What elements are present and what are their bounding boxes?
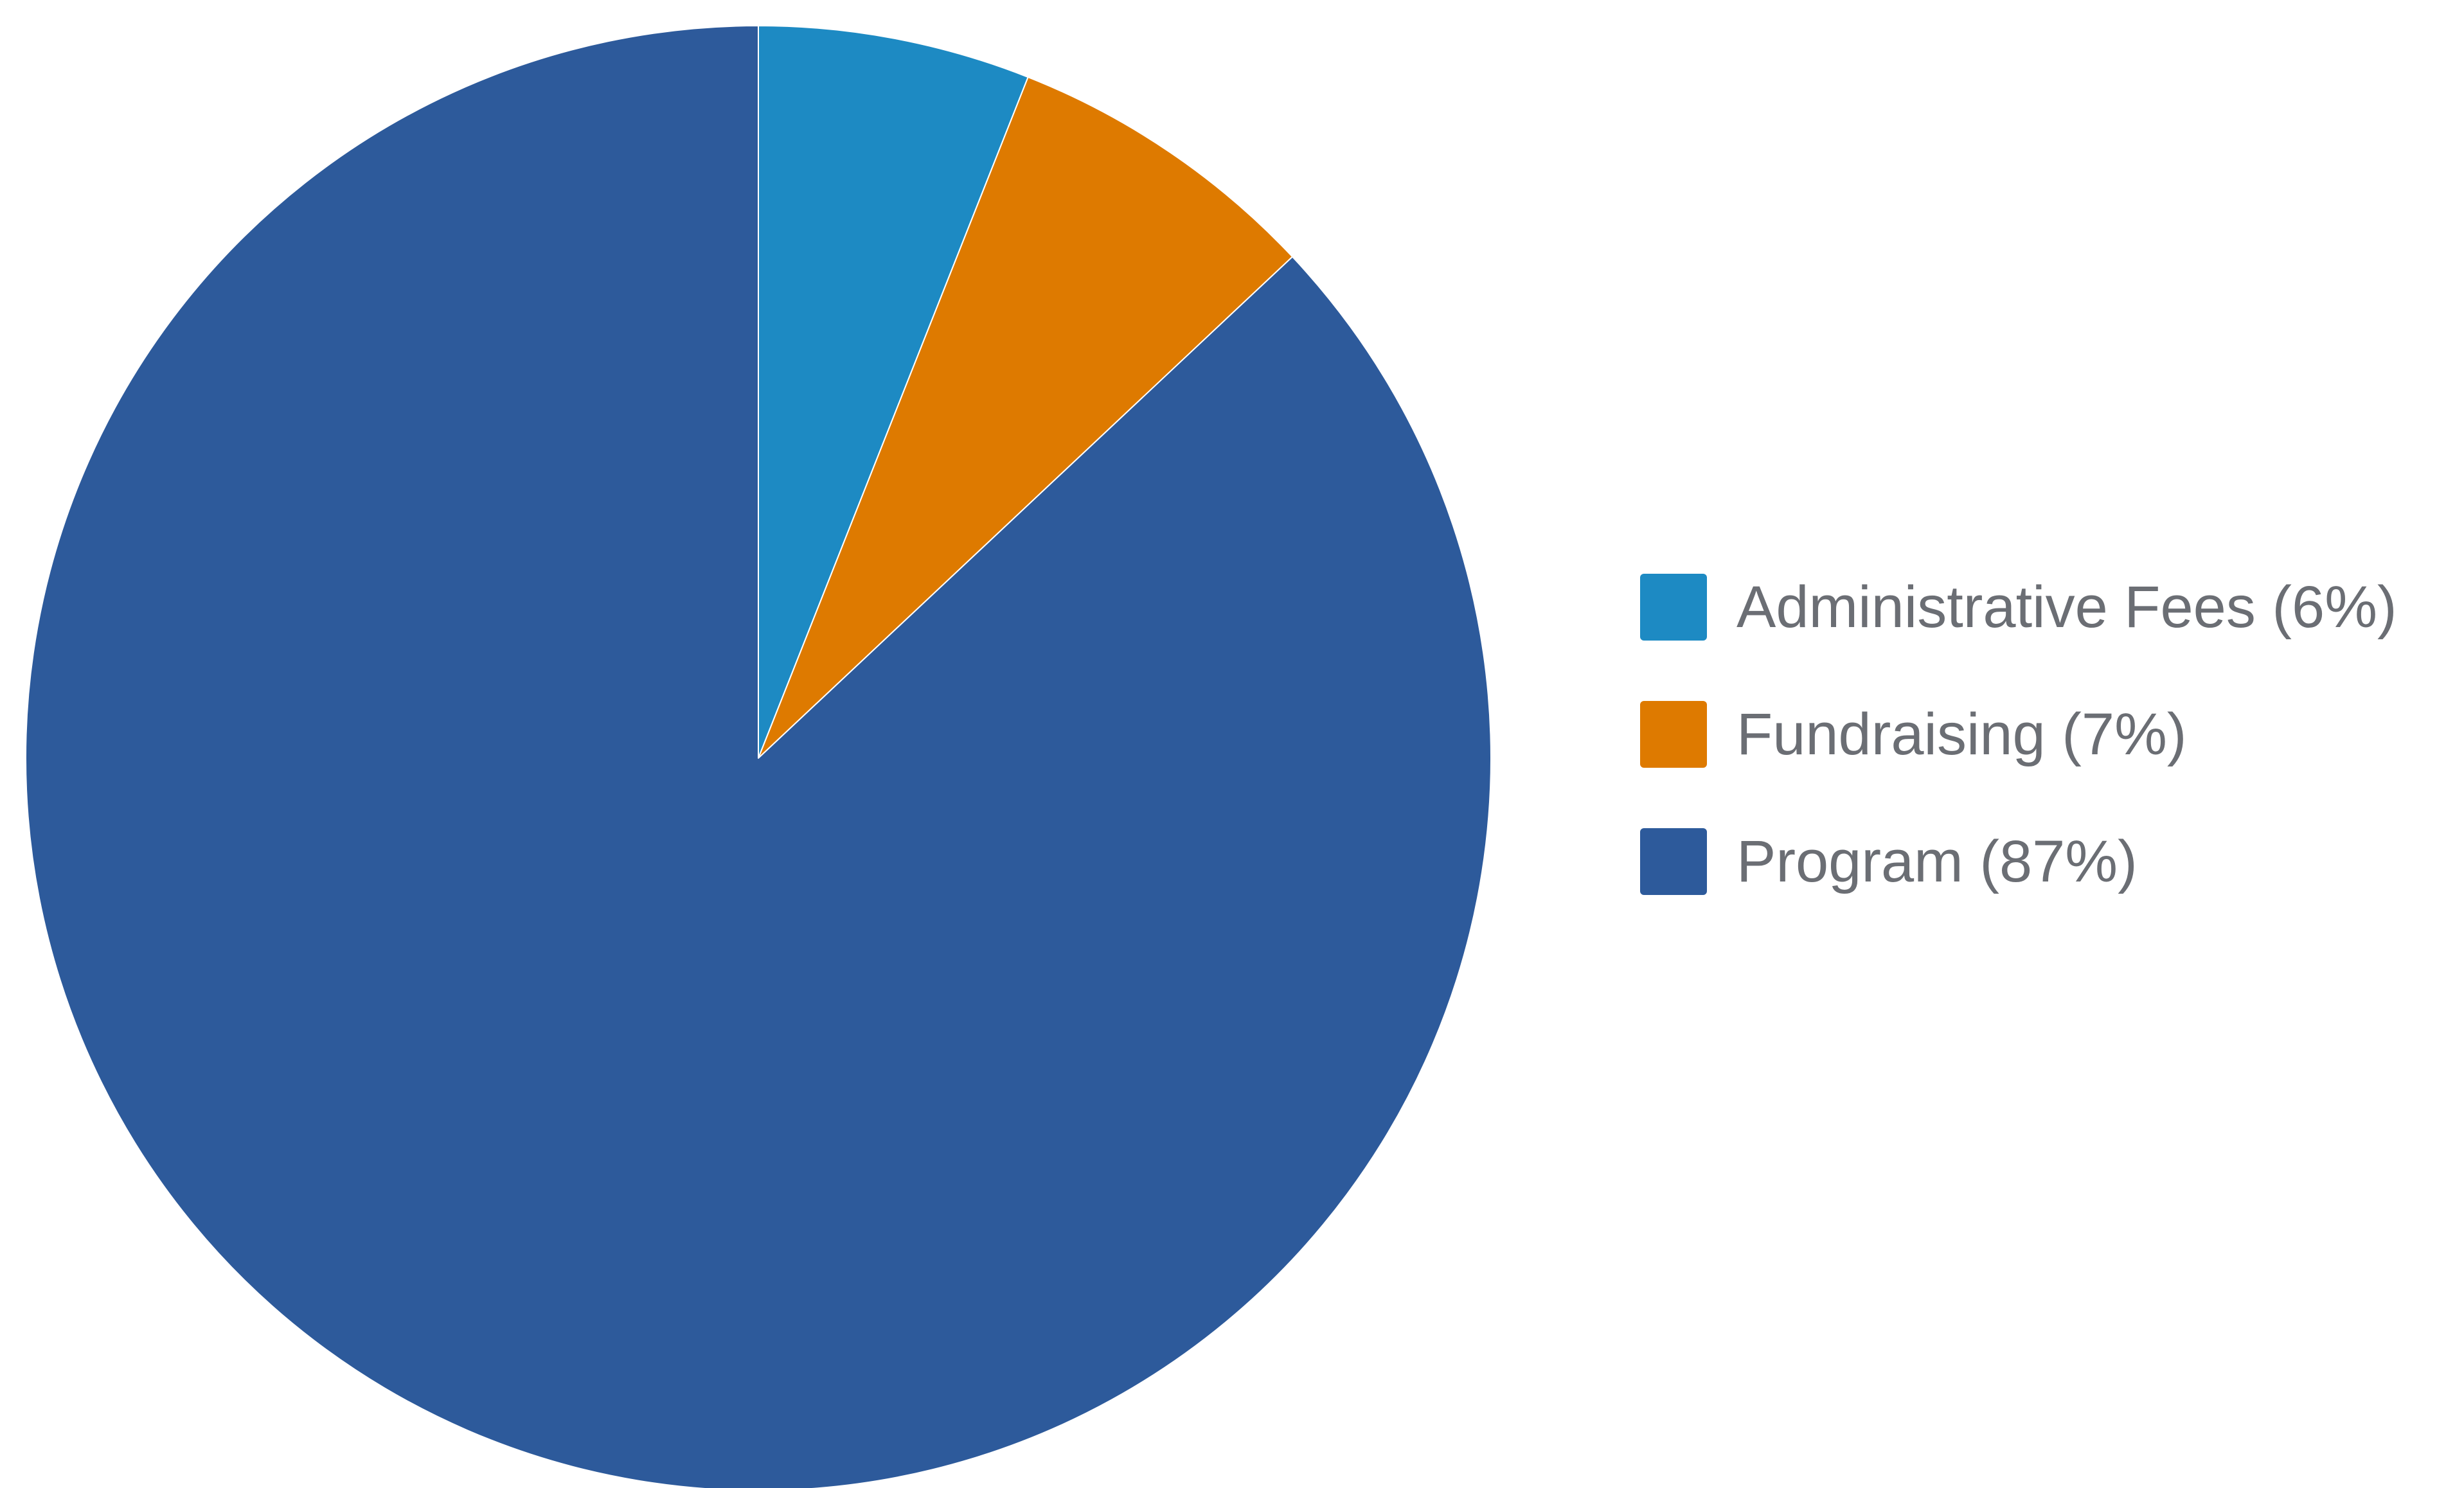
legend-label-program: Program (87%) — [1736, 829, 2138, 894]
pie-slice-fundraising — [758, 76, 1294, 759]
legend: Administrative Fees (6%) Fundraising (7%… — [1640, 574, 2450, 957]
pie-slice-administrative-fees — [758, 25, 1029, 759]
legend-swatch-program — [1640, 828, 1707, 895]
pie-slice-program — [25, 25, 1492, 1488]
legend-item-administrative-fees: Administrative Fees (6%) — [1640, 574, 2450, 641]
legend-item-program: Program (87%) — [1640, 828, 2450, 895]
pie-plot-area — [25, 25, 1492, 1488]
legend-swatch-administrative-fees — [1640, 574, 1707, 641]
legend-swatch-fundraising — [1640, 701, 1707, 768]
legend-label-administrative-fees: Administrative Fees (6%) — [1736, 574, 2397, 640]
legend-label-fundraising: Fundraising (7%) — [1736, 702, 2187, 767]
legend-item-fundraising: Fundraising (7%) — [1640, 701, 2450, 768]
